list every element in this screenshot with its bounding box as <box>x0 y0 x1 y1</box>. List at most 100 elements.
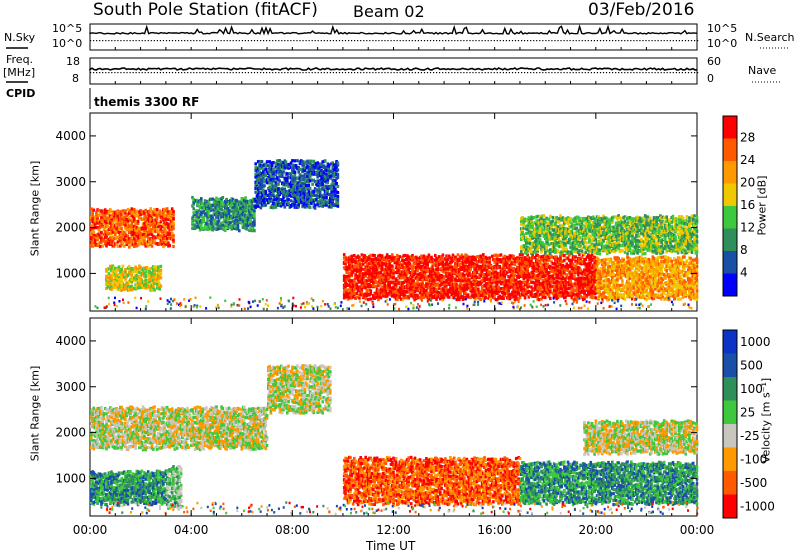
power-cell <box>354 275 357 279</box>
power-cell <box>353 254 356 258</box>
power-cell <box>150 233 154 237</box>
power-cell <box>110 215 113 219</box>
power-cell <box>274 205 278 209</box>
power-cell <box>356 259 360 264</box>
power-cell <box>346 297 350 301</box>
power-cell <box>192 202 195 207</box>
power-cell <box>520 285 523 289</box>
power-cell <box>356 265 360 269</box>
power-cell <box>158 212 161 216</box>
power-cell <box>268 170 271 174</box>
power-cell <box>354 281 357 285</box>
power-cell <box>155 209 159 213</box>
power-cell <box>358 256 361 260</box>
power-cell <box>155 217 159 221</box>
power-cell <box>441 260 445 264</box>
power-cell <box>91 210 94 214</box>
power-cell <box>353 278 356 282</box>
power-cell <box>212 200 216 204</box>
power-cell <box>313 180 317 184</box>
power-cell <box>152 284 155 288</box>
power-cell <box>243 199 246 203</box>
power-cell <box>379 276 383 280</box>
power-cell <box>287 184 290 189</box>
power-cell <box>373 271 376 275</box>
power-cell <box>279 204 283 208</box>
power-cell <box>155 208 159 212</box>
power-cell <box>465 254 469 258</box>
power-cell <box>369 297 373 301</box>
power-cell <box>373 278 376 282</box>
power-cell <box>375 281 379 285</box>
power-cell <box>289 161 293 165</box>
power-cell <box>321 183 324 187</box>
power-cell <box>327 164 331 168</box>
power-cell <box>172 213 175 217</box>
power-cell <box>310 201 313 205</box>
power-cell <box>159 272 163 276</box>
power-cell <box>160 234 164 238</box>
power-cell <box>368 257 371 262</box>
power-cell <box>269 196 273 200</box>
power-cell <box>136 231 140 236</box>
power-cell <box>100 209 103 213</box>
power-cell <box>264 194 268 198</box>
power-cell <box>297 203 300 207</box>
power-cell <box>224 228 227 232</box>
power-cell <box>310 159 313 163</box>
power-cell <box>335 166 338 170</box>
power-cell <box>392 268 395 272</box>
power-cell <box>313 171 317 175</box>
power-cell <box>121 283 125 287</box>
power-cell <box>372 294 375 298</box>
power-cell <box>106 275 109 280</box>
power-cell <box>253 209 256 213</box>
power-cell <box>248 204 251 208</box>
power-cell <box>569 279 572 283</box>
power-cell <box>549 264 552 268</box>
power-cell <box>335 182 338 186</box>
power-cell <box>96 243 99 248</box>
power-cell <box>322 201 326 205</box>
power-cell <box>384 267 388 271</box>
power-cell <box>225 223 228 227</box>
power-cell <box>344 262 347 266</box>
power-cell <box>292 170 295 175</box>
power-cell <box>126 207 130 212</box>
power-cell <box>96 238 99 242</box>
power-cell <box>298 173 302 177</box>
power-cell <box>202 206 206 210</box>
power-cell <box>323 193 327 197</box>
power-cell <box>238 229 241 233</box>
power-cell <box>322 171 326 175</box>
power-cell <box>413 289 417 293</box>
power-cell <box>316 161 319 165</box>
power-cell <box>380 266 384 270</box>
power-cell <box>374 264 378 268</box>
power-cell <box>351 285 355 289</box>
power-cell <box>306 166 309 170</box>
power-cell <box>302 191 306 195</box>
power-cell <box>528 275 532 279</box>
power-cell <box>463 273 466 278</box>
power-cell <box>477 287 480 291</box>
power-cell <box>332 203 336 208</box>
power-cell <box>121 264 125 268</box>
power-cell <box>373 254 376 258</box>
power-cell <box>571 287 575 291</box>
power-cell <box>350 274 354 278</box>
power-cell <box>100 219 103 223</box>
power-cell <box>149 276 152 280</box>
power-cell <box>267 164 270 168</box>
power-cell <box>100 238 103 242</box>
power-cell <box>270 167 274 171</box>
power-cell <box>168 244 171 248</box>
power-cell <box>353 291 356 295</box>
power-cell <box>109 264 112 268</box>
power-cell <box>241 205 245 209</box>
power-cell <box>355 295 359 299</box>
power-cell <box>514 278 518 282</box>
power-cell <box>112 216 116 220</box>
power-cell <box>550 254 553 259</box>
power-cell <box>298 189 302 193</box>
